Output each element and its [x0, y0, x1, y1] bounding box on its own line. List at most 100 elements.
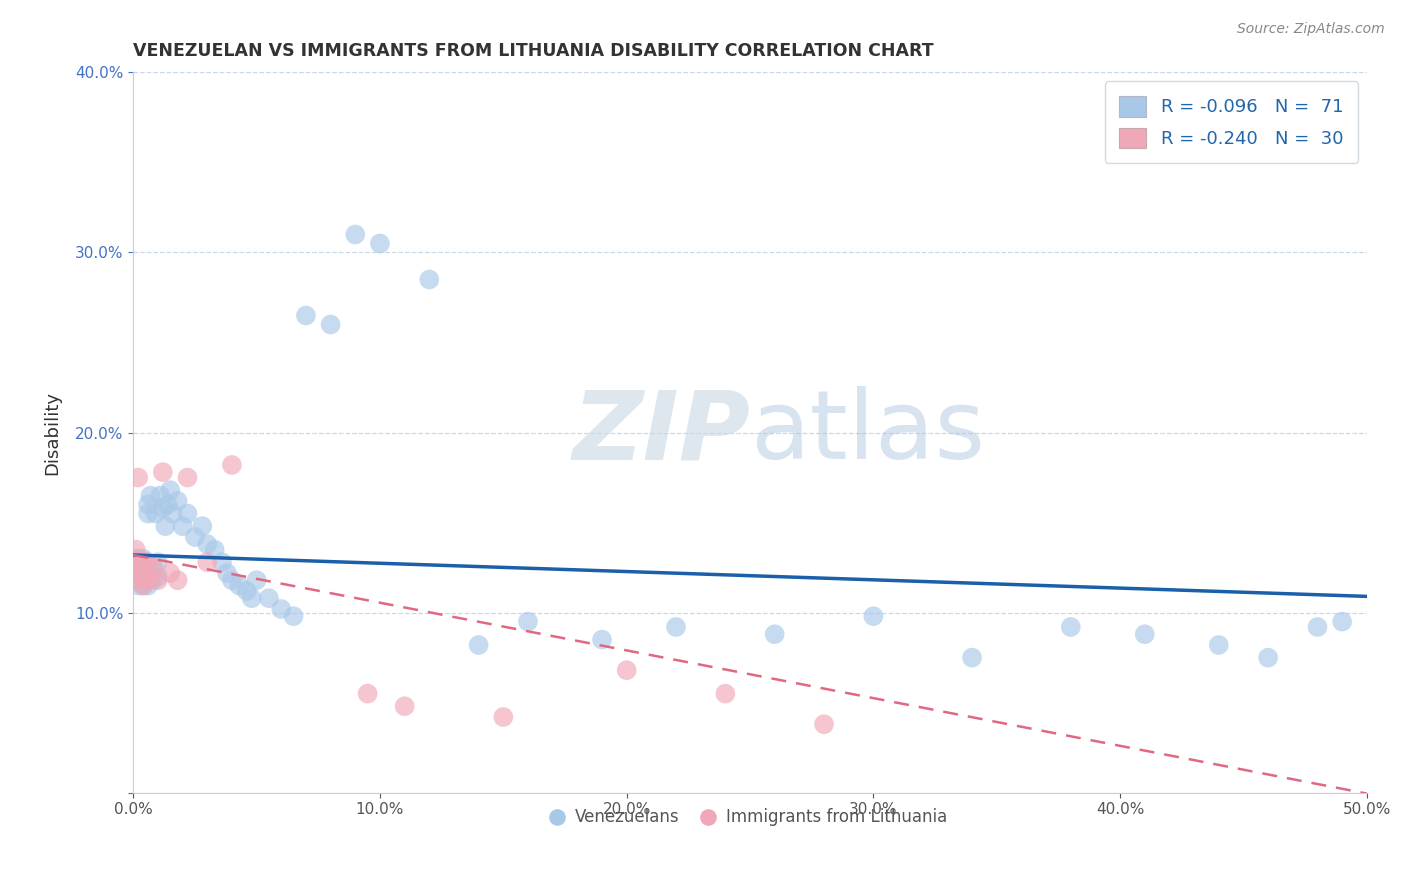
Point — [1306, 620, 1329, 634]
Point — [152, 501, 174, 516]
Point — [191, 519, 214, 533]
Point — [127, 551, 149, 566]
Text: Source: ZipAtlas.com: Source: ZipAtlas.com — [1237, 22, 1385, 37]
Point — [283, 609, 305, 624]
Point — [159, 483, 181, 498]
Point — [136, 578, 159, 592]
Point — [142, 560, 165, 574]
Point — [616, 663, 638, 677]
Point — [132, 578, 155, 592]
Point — [125, 573, 148, 587]
Point — [132, 566, 155, 580]
Point — [195, 555, 218, 569]
Point — [146, 569, 169, 583]
Point — [129, 573, 152, 587]
Point — [125, 555, 148, 569]
Point — [125, 560, 148, 574]
Point — [139, 569, 162, 583]
Point — [211, 555, 233, 569]
Point — [204, 542, 226, 557]
Point — [125, 551, 148, 566]
Point — [136, 560, 159, 574]
Point — [125, 555, 148, 569]
Point — [228, 578, 250, 592]
Point — [125, 566, 148, 580]
Point — [245, 573, 267, 587]
Point — [132, 560, 155, 574]
Point — [129, 555, 152, 569]
Point — [135, 560, 157, 574]
Text: atlas: atlas — [749, 386, 986, 479]
Point — [135, 555, 157, 569]
Point — [492, 710, 515, 724]
Point — [368, 236, 391, 251]
Point — [270, 602, 292, 616]
Point — [176, 507, 198, 521]
Point — [195, 537, 218, 551]
Point — [221, 458, 243, 472]
Point — [127, 569, 149, 583]
Point — [135, 555, 157, 569]
Point — [257, 591, 280, 606]
Point — [146, 555, 169, 569]
Point — [344, 227, 367, 242]
Point — [166, 494, 188, 508]
Point — [714, 687, 737, 701]
Point — [665, 620, 688, 634]
Text: ZIP: ZIP — [572, 386, 749, 479]
Point — [136, 498, 159, 512]
Point — [155, 519, 177, 533]
Point — [135, 569, 157, 583]
Point — [1133, 627, 1156, 641]
Point — [142, 560, 165, 574]
Point — [591, 632, 613, 647]
Point — [467, 638, 489, 652]
Point — [172, 519, 194, 533]
Y-axis label: Disability: Disability — [44, 391, 60, 475]
Point — [215, 566, 238, 580]
Point — [418, 272, 440, 286]
Point — [960, 650, 983, 665]
Point — [1331, 615, 1354, 629]
Point — [127, 470, 149, 484]
Point — [136, 507, 159, 521]
Point — [295, 309, 318, 323]
Point — [127, 578, 149, 592]
Point — [129, 566, 152, 580]
Point — [517, 615, 540, 629]
Point — [127, 569, 149, 583]
Point — [129, 560, 152, 574]
Point — [135, 573, 157, 587]
Point — [139, 489, 162, 503]
Point — [129, 569, 152, 583]
Point — [184, 530, 207, 544]
Legend: Venezuelans, Immigrants from Lithuania: Venezuelans, Immigrants from Lithuania — [544, 800, 956, 835]
Point — [176, 470, 198, 484]
Point — [813, 717, 835, 731]
Point — [1208, 638, 1230, 652]
Point — [763, 627, 786, 641]
Point — [240, 591, 263, 606]
Text: VENEZUELAN VS IMMIGRANTS FROM LITHUANIA DISABILITY CORRELATION CHART: VENEZUELAN VS IMMIGRANTS FROM LITHUANIA … — [134, 42, 934, 60]
Point — [394, 699, 416, 714]
Point — [132, 551, 155, 566]
Point — [127, 555, 149, 569]
Point — [129, 573, 152, 587]
Point — [146, 573, 169, 587]
Point — [132, 578, 155, 592]
Point — [145, 507, 167, 521]
Point — [1257, 650, 1279, 665]
Point — [129, 555, 152, 569]
Point — [156, 498, 179, 512]
Point — [319, 318, 342, 332]
Point — [1060, 620, 1083, 634]
Point — [162, 507, 184, 521]
Point — [862, 609, 884, 624]
Point — [125, 542, 148, 557]
Point — [125, 560, 148, 574]
Point — [136, 573, 159, 587]
Point — [235, 584, 257, 599]
Point — [139, 569, 162, 583]
Point — [356, 687, 378, 701]
Point — [127, 555, 149, 569]
